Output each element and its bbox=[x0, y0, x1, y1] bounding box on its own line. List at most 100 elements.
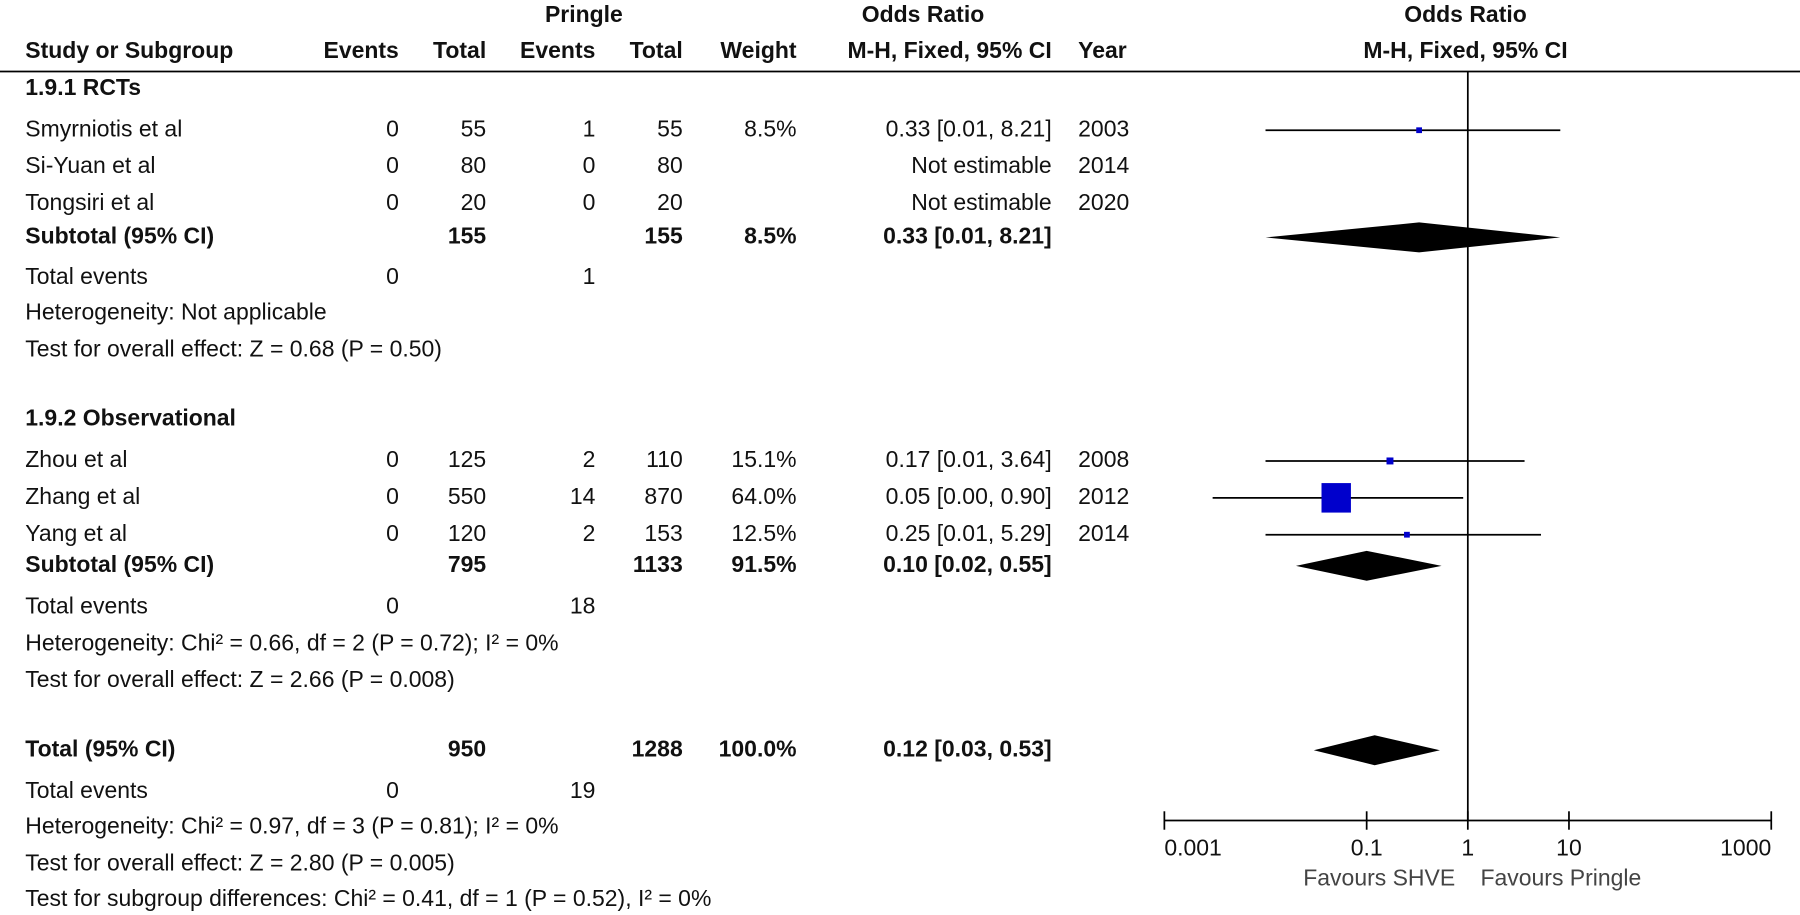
total: 795 bbox=[448, 551, 487, 577]
subgroup-differences: Test for subgroup differences: Chi² = 0.… bbox=[25, 885, 711, 911]
events: 0 bbox=[386, 592, 399, 618]
study-name: Tongsiri et al bbox=[25, 189, 154, 215]
study-name: Zhou et al bbox=[25, 446, 127, 472]
column-header: Total bbox=[630, 37, 683, 63]
events: 18 bbox=[570, 592, 596, 618]
events: 14 bbox=[570, 483, 596, 509]
year: 2012 bbox=[1078, 483, 1129, 509]
row-label: Subtotal (95% CI) bbox=[25, 222, 214, 248]
weight: 8.5% bbox=[744, 115, 796, 141]
row-label: Total events bbox=[25, 263, 148, 289]
group-header: Pringle bbox=[545, 1, 623, 27]
x-tick-label: 10 bbox=[1556, 834, 1582, 860]
study-name: Smyrniotis et al bbox=[25, 115, 182, 141]
weight: 64.0% bbox=[731, 483, 796, 509]
weight: 100.0% bbox=[719, 735, 797, 761]
events: 0 bbox=[386, 446, 399, 472]
events: 2 bbox=[583, 446, 596, 472]
heterogeneity: Heterogeneity: Not applicable bbox=[25, 299, 326, 325]
events: 19 bbox=[570, 777, 596, 803]
odds-ratio-ci: 0.17 [0.01, 3.64] bbox=[886, 446, 1052, 472]
odds-ratio-ci: 0.33 [0.01, 8.21] bbox=[886, 115, 1052, 141]
total: 55 bbox=[657, 115, 683, 141]
events: 2 bbox=[583, 520, 596, 546]
row-label: Subtotal (95% CI) bbox=[25, 551, 214, 577]
plot-title: Odds Ratio bbox=[1404, 1, 1527, 27]
pooled-diamond bbox=[1313, 735, 1440, 766]
heterogeneity: Heterogeneity: Chi² = 0.66, df = 2 (P = … bbox=[25, 629, 558, 655]
overall-effect: Test for overall effect: Z = 0.68 (P = 0… bbox=[25, 335, 442, 361]
study-square bbox=[1404, 531, 1410, 538]
events: 0 bbox=[386, 115, 399, 141]
year: 2008 bbox=[1078, 446, 1129, 472]
events: 1 bbox=[583, 115, 596, 141]
odds-ratio-ci: 0.12 [0.03, 0.53] bbox=[883, 735, 1052, 761]
study-name: Zhang et al bbox=[25, 483, 140, 509]
favours-label: Favours Pringle bbox=[1480, 864, 1641, 890]
column-header: Total bbox=[433, 37, 486, 63]
x-tick-label: 1000 bbox=[1720, 834, 1771, 860]
year: 2014 bbox=[1078, 520, 1129, 546]
weight: 15.1% bbox=[731, 446, 796, 472]
subgroup-title: 1.9.1 RCTs bbox=[25, 74, 141, 100]
events: 0 bbox=[583, 152, 596, 178]
total: 950 bbox=[448, 735, 486, 761]
study-name: Yang et al bbox=[25, 520, 127, 546]
overall-effect: Test for overall effect: Z = 2.66 (P = 0… bbox=[25, 666, 454, 692]
total: 80 bbox=[657, 152, 683, 178]
column-header: M-H, Fixed, 95% CI bbox=[848, 37, 1052, 63]
favours-label: Favours SHVE bbox=[1303, 864, 1455, 890]
pooled-diamond bbox=[1265, 222, 1561, 253]
row-label: Total events bbox=[25, 777, 148, 803]
odds-ratio-ci: Not estimable bbox=[911, 189, 1051, 215]
x-tick-label: 0.1 bbox=[1351, 834, 1383, 860]
total: 20 bbox=[461, 189, 487, 215]
total: 120 bbox=[448, 520, 486, 546]
weight: 8.5% bbox=[744, 222, 796, 248]
events: 0 bbox=[386, 263, 399, 289]
year: 2003 bbox=[1078, 115, 1129, 141]
events: 0 bbox=[386, 152, 399, 178]
weight: 91.5% bbox=[731, 551, 796, 577]
total: 80 bbox=[461, 152, 487, 178]
events: 0 bbox=[386, 483, 399, 509]
column-header: Events bbox=[324, 37, 399, 63]
total: 1288 bbox=[632, 735, 683, 761]
odds-ratio-ci: 0.33 [0.01, 8.21] bbox=[883, 222, 1052, 248]
x-tick-label: 1 bbox=[1461, 834, 1474, 860]
plot-subtitle: M-H, Fixed, 95% CI bbox=[1363, 37, 1567, 63]
pooled-diamond bbox=[1295, 550, 1442, 581]
column-title: Odds Ratio bbox=[862, 1, 985, 27]
study-square bbox=[1386, 457, 1394, 465]
row-label: Total (95% CI) bbox=[25, 735, 175, 761]
total: 125 bbox=[448, 446, 486, 472]
x-tick-label: 0.001 bbox=[1164, 834, 1221, 860]
weight: 12.5% bbox=[731, 520, 796, 546]
total: 20 bbox=[657, 189, 683, 215]
odds-ratio-ci: Not estimable bbox=[911, 152, 1051, 178]
row-label: Total events bbox=[25, 592, 148, 618]
odds-ratio-ci: 0.25 [0.01, 5.29] bbox=[886, 520, 1052, 546]
year: 2014 bbox=[1078, 152, 1129, 178]
overall-effect: Test for overall effect: Z = 2.80 (P = 0… bbox=[25, 849, 454, 875]
odds-ratio-ci: 0.05 [0.00, 0.90] bbox=[886, 483, 1052, 509]
total: 550 bbox=[448, 483, 486, 509]
total: 155 bbox=[448, 222, 487, 248]
total: 870 bbox=[644, 483, 682, 509]
column-header: Events bbox=[520, 37, 595, 63]
events: 0 bbox=[386, 189, 399, 215]
total: 155 bbox=[644, 222, 683, 248]
column-header: Study or Subgroup bbox=[25, 37, 233, 63]
events: 0 bbox=[583, 189, 596, 215]
column-header: Year bbox=[1078, 37, 1127, 63]
total: 153 bbox=[644, 520, 682, 546]
total: 110 bbox=[646, 446, 683, 472]
subgroup-title: 1.9.2 Observational bbox=[25, 405, 236, 431]
year: 2020 bbox=[1078, 189, 1129, 215]
column-header: Weight bbox=[720, 37, 796, 63]
events: 1 bbox=[583, 263, 596, 289]
study-square bbox=[1416, 127, 1422, 134]
study-square bbox=[1321, 483, 1351, 513]
